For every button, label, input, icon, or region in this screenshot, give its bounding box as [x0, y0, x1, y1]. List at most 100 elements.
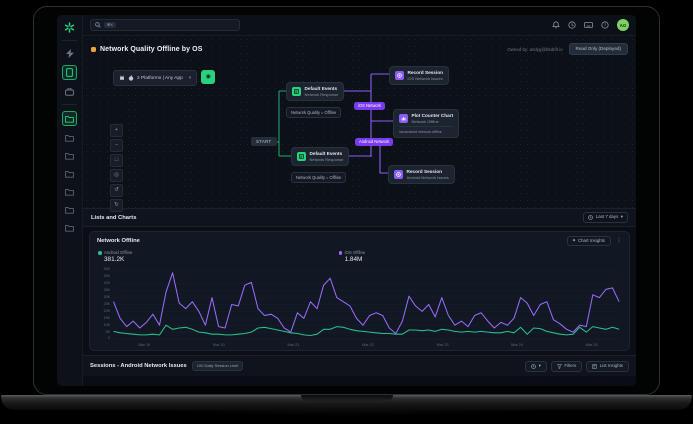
platform-selector-label: 2 Platforms | Any App: [137, 75, 183, 81]
sidebar-item-folder[interactable]: [63, 221, 76, 234]
laptop-lid-notch: [300, 395, 393, 401]
node-title: Default Events: [309, 151, 343, 156]
user-avatar[interactable]: AG: [617, 19, 629, 31]
laptop-shadow: [40, 409, 653, 419]
event-icon: [292, 86, 301, 96]
android-icon: [119, 75, 125, 81]
condition-pill[interactable]: Network Quality = Offline: [291, 172, 347, 184]
x-tick-label: Mar 21: [287, 343, 300, 348]
legend-dot-ios: [338, 251, 343, 255]
start-node[interactable]: START: [251, 137, 277, 147]
record-session-icon: [395, 70, 404, 80]
sidebar-item-events[interactable]: [63, 47, 76, 60]
sidebar-item-devices[interactable]: [62, 65, 77, 80]
chart-insights-button[interactable]: ◆ Chart Insights: [566, 236, 611, 247]
zoom-out-button[interactable]: −: [110, 139, 123, 152]
node-subtitle: Android Network Issues: [406, 174, 449, 180]
chart-insights-label: Chart Insights: [577, 238, 605, 243]
y-tick-label: 20K: [103, 309, 110, 313]
chevron-down-icon: ▾: [620, 214, 623, 220]
record-session-android-node[interactable]: Record Session Android Network Issues: [388, 165, 455, 184]
bell-icon[interactable]: [552, 21, 560, 29]
laptop-base: [1, 395, 692, 410]
section-title: Lists and Charts: [91, 214, 137, 221]
sidebar-item-folder[interactable]: [63, 203, 76, 216]
platform-selector[interactable]: 2 Platforms | Any App ▾: [113, 70, 198, 86]
record-session-icon: [394, 169, 403, 179]
owned-by-label: Owned by: andyg@bitdrift.io: [507, 46, 563, 52]
search-icon: [95, 22, 101, 28]
condition-pill[interactable]: Network Quality = Offline: [286, 107, 342, 119]
sidebar-item-folder[interactable]: [63, 149, 76, 162]
filters-button[interactable]: Filters: [550, 360, 583, 372]
list-insights-button[interactable]: List Insights: [586, 360, 629, 372]
node-subtitle: Network Offline: [411, 118, 439, 124]
chart-title: Network Offline: [97, 238, 140, 245]
sidebar-item-folder[interactable]: [63, 131, 76, 144]
plot-counter-chart-node[interactable]: Plot Counter Chart Network Offline ios/a…: [393, 109, 460, 138]
record-session-ios-node[interactable]: Record Session iOS Network Issues: [389, 66, 449, 85]
legend-ios[interactable]: iOS Offline 1.84M: [338, 250, 580, 263]
event-icon: [297, 151, 306, 161]
y-tick-label: 40K: [103, 281, 110, 286]
workflow-section: Network Quality Offline by OS Owned by: …: [83, 36, 636, 212]
y-tick-label: 25K: [103, 302, 110, 307]
y-tick-label: 10K: [103, 322, 110, 327]
x-tick-label: Mar 25: [585, 343, 598, 348]
node-title: Record Session: [407, 70, 443, 75]
center-view-button[interactable]: ◎: [110, 169, 123, 182]
zoom-in-button[interactable]: +: [110, 124, 123, 137]
chart-x-axis: Mar 19 Mar 20 Mar 21 Mar 22 Mar 23 Mar 24 Mar …: [90, 342, 629, 350]
search-input[interactable]: ⌘K: [90, 19, 240, 31]
sidebar-item-folder[interactable]: [63, 167, 76, 180]
legend-value: 381.2K: [104, 256, 125, 264]
x-tick-label: Mar 23: [436, 343, 449, 348]
sidebar-item-archive[interactable]: [63, 85, 76, 98]
y-tick-label: 45K: [103, 274, 110, 279]
fit-view-button[interactable]: □: [110, 154, 123, 167]
sparkle-icon: ◆: [572, 238, 576, 243]
edge-label-android[interactable]: Android Network: [355, 138, 394, 147]
date-range-selector[interactable]: Last 7 days ▾: [583, 212, 628, 223]
workflow-canvas[interactable]: 2 Platforms | Any App ▾ ◉ + − □ ◎ ↺ ↻: [83, 62, 636, 212]
filter-funnel-icon: [556, 364, 562, 369]
node-subtitle: iOS Network Issues: [407, 75, 443, 81]
history-clock-icon[interactable]: [568, 21, 576, 29]
deploy-button[interactable]: ◉: [201, 70, 216, 84]
sidebar: [57, 15, 83, 386]
sidebar-divider: [62, 40, 77, 41]
help-icon[interactable]: ?: [601, 21, 609, 29]
main-column: ⌘K ?: [83, 15, 636, 386]
node-subtitle: Network Response: [304, 91, 339, 97]
sidebar-item-folder-active[interactable]: [62, 111, 77, 126]
chart-legend: Android Offline 381.2K iOS Offline 1.84M: [90, 248, 629, 264]
page-title: Network Quality Offline by OS: [100, 45, 203, 53]
record-session-android-group: Record Session Android Network Issues: [388, 165, 455, 184]
clock-icon: [588, 215, 594, 220]
default-events-node-top[interactable]: Default Events Network Response: [286, 82, 345, 101]
sidebar-item-folder[interactable]: [63, 185, 76, 198]
legend-android[interactable]: Android Offline 381.2K: [98, 250, 339, 263]
legend-dot-android: [98, 251, 102, 255]
clock-icon: [531, 364, 536, 369]
network-chart-svg: [113, 270, 620, 340]
edge-label-ios[interactable]: iOS Network: [354, 102, 385, 111]
chart-plot-area[interactable]: 0 5K 10K 15K 20K 25K 30K 35K 40K 45K 50K: [97, 266, 622, 342]
workflow-status-dot: [91, 46, 96, 52]
more-options-icon[interactable]: ⋮: [616, 238, 622, 245]
read-only-deployed-button[interactable]: Read Only (Deployed): [568, 43, 628, 55]
sessions-range-selector[interactable]: ▾: [525, 360, 547, 372]
x-tick-label: Mar 20: [212, 343, 225, 348]
y-tick-label: 5K: [105, 329, 110, 334]
app-logo-icon[interactable]: [63, 21, 76, 34]
default-events-node-bottom[interactable]: Default Events Network Response: [291, 147, 350, 166]
apple-icon: [128, 75, 134, 81]
redo-button[interactable]: ↻: [110, 199, 123, 212]
search-shortcut-badge: ⌘K: [104, 22, 116, 28]
undo-button[interactable]: ↺: [110, 184, 123, 197]
x-tick-label: Mar 24: [511, 343, 523, 348]
keyboard-icon[interactable]: [584, 21, 593, 29]
platform-selector-row: 2 Platforms | Any App ▾ ◉: [113, 70, 216, 86]
chevron-down-icon: ▾: [538, 363, 541, 369]
chart-node-icon: [399, 113, 408, 123]
